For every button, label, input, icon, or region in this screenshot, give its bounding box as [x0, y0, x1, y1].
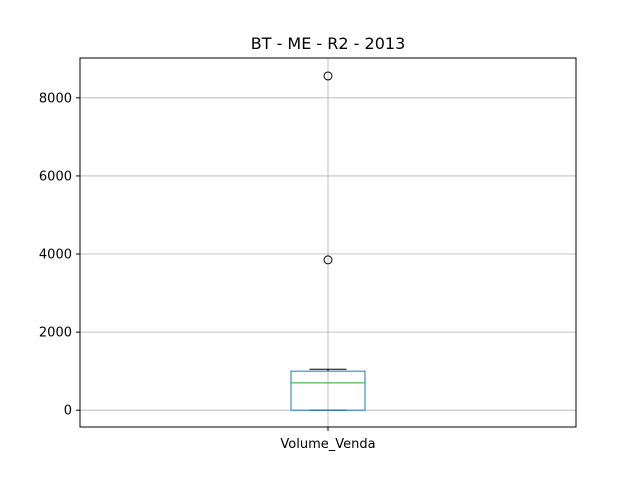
box-marks [290, 71, 366, 411]
y-tick-label: 2000 [39, 326, 72, 341]
y-tick-label: 6000 [39, 169, 72, 184]
y-tick-label: 0 [64, 404, 72, 419]
y-tick-label: 4000 [39, 248, 72, 263]
chart-title: BT - ME - R2 - 2013 [251, 34, 406, 53]
outlier-point [323, 255, 333, 265]
iqr-box [290, 370, 366, 411]
y-axis: 0 2000 4000 6000 8000 [39, 91, 80, 419]
grid-lines [80, 58, 576, 427]
y-tick-label: 8000 [39, 91, 72, 106]
x-axis: Volume_Venda [280, 427, 376, 452]
x-tick-label: Volume_Venda [280, 437, 375, 452]
outlier-point [323, 71, 333, 81]
